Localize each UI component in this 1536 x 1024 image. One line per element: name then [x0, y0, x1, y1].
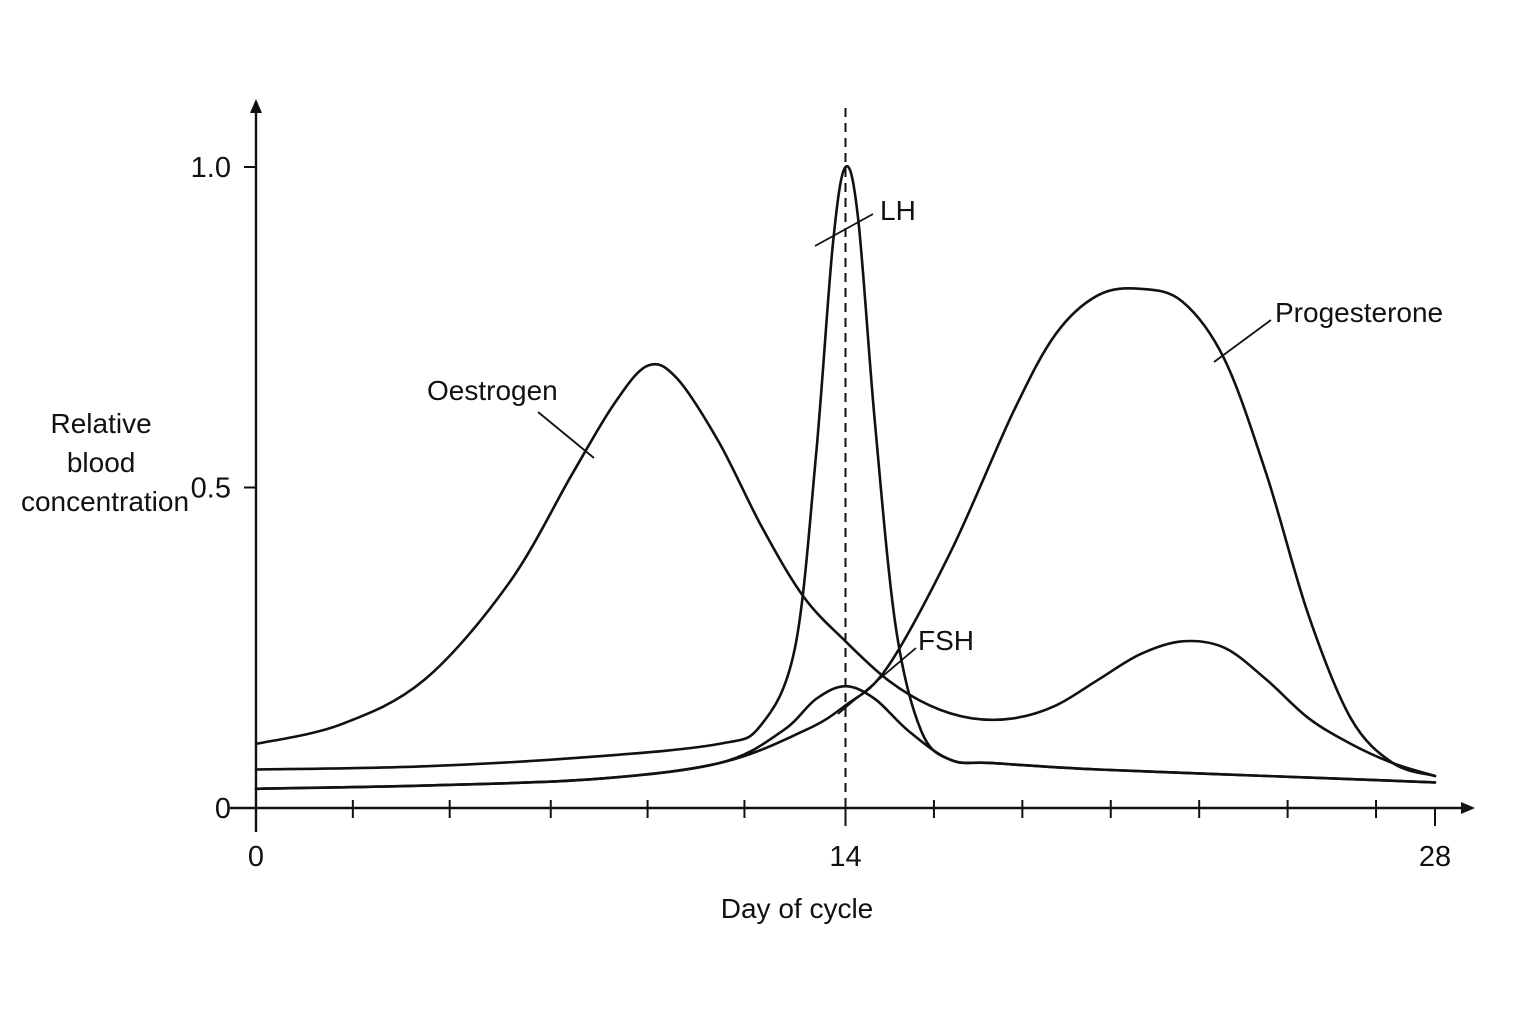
oestrogen-curve — [254, 362, 1437, 778]
progesterone-curve — [254, 286, 1437, 791]
oestrogen-leader-line — [537, 411, 595, 459]
fsh-label: FSH — [918, 625, 974, 656]
x-axis-title: Day of cycle — [721, 893, 874, 924]
y-axis-title-line-3: concentration — [21, 486, 189, 517]
lh-label: LH — [880, 195, 916, 226]
y-tick-label: 0 — [215, 793, 231, 825]
series-curves — [254, 164, 1437, 791]
x-tick-label: 14 — [829, 841, 861, 873]
fsh-leader-line — [837, 647, 917, 715]
progesterone-label: Progesterone — [1275, 297, 1443, 328]
y-tick-label: 1.0 — [191, 152, 231, 184]
minor-tick-group — [351, 800, 1378, 818]
oestrogen-label: Oestrogen — [427, 375, 558, 406]
y-tick-group: 0 0.5 1.0 — [191, 152, 256, 825]
y-axis-title: Relative blood concentration — [21, 408, 189, 517]
lh-leader-line — [814, 213, 874, 247]
y-axis-title-line-1: Relative — [51, 408, 152, 439]
x-tick-label: 0 — [248, 841, 264, 873]
x-tick-group: 0 14 28 — [248, 808, 1451, 873]
y-tick-label: 0.5 — [191, 473, 231, 505]
progesterone-leader-line — [1213, 319, 1272, 363]
y-axis-title-line-2: blood — [67, 447, 136, 478]
x-tick-label: 28 — [1419, 841, 1451, 873]
